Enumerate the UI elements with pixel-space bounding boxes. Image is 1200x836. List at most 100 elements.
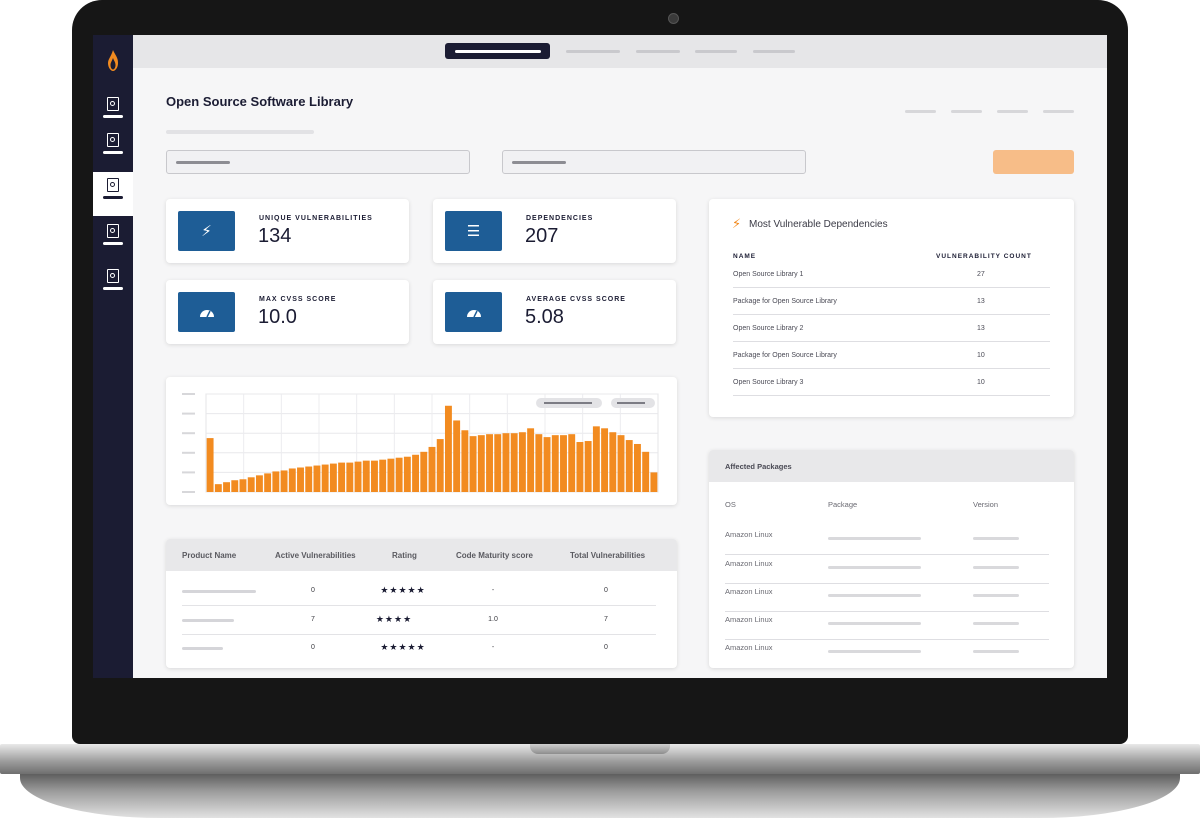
product-name-placeholder	[182, 590, 256, 593]
tab-2[interactable]	[566, 50, 620, 53]
list-item[interactable]: Package for Open Source Library 10	[733, 342, 1050, 369]
table-row[interactable]: Amazon Linux	[725, 611, 1049, 640]
document-search-icon	[107, 97, 119, 111]
column-header: VULNERABILITY COUNT	[936, 253, 1032, 260]
chart-bar	[584, 441, 592, 492]
vulnerability-chart-card	[166, 377, 677, 505]
stat-card-dependencies: ☰ DEPENDENCIES 207	[433, 199, 676, 263]
list-item[interactable]: Open Source Library 3 10	[733, 369, 1050, 396]
sidebar-item-3[interactable]	[93, 172, 133, 216]
column-header: Package	[828, 500, 858, 509]
sidebar-item-4[interactable]	[93, 218, 133, 262]
y-tick	[182, 393, 195, 395]
tab-3[interactable]	[636, 50, 680, 53]
chart-bar	[560, 435, 567, 492]
stat-label: AVERAGE CVSS SCORE	[526, 296, 626, 303]
chart-bar	[420, 451, 428, 492]
chart-bar	[313, 465, 321, 492]
package-placeholder	[828, 594, 921, 597]
stat-card-max-cvss: MAX CVSS SCORE 10.0	[166, 280, 409, 344]
affected-packages-card: Affected Packages OS Package Version Ama…	[709, 450, 1074, 668]
column-header: OS	[725, 500, 736, 509]
os-name: Amazon Linux	[725, 530, 773, 539]
dependency-name: Open Source Library 2	[733, 325, 804, 332]
chart-bar	[247, 477, 255, 492]
chart-bar	[609, 432, 617, 492]
package-placeholder	[828, 566, 921, 569]
sidebar-item-2[interactable]	[93, 127, 133, 171]
list-item[interactable]: Package for Open Source Library 13	[733, 288, 1050, 315]
column-header[interactable]: Active Vulnerabilities	[275, 551, 356, 560]
page-title: Open Source Software Library	[166, 94, 354, 109]
card-title: Affected Packages	[725, 462, 792, 471]
filter-input-2[interactable]	[502, 150, 806, 174]
column-header[interactable]: Code Maturity score	[456, 551, 533, 560]
header-link-2[interactable]	[951, 110, 982, 113]
card-title: Most Vulnerable Dependencies	[749, 219, 888, 230]
chart-bar	[568, 434, 576, 492]
sidebar	[93, 35, 133, 678]
column-header[interactable]: Rating	[392, 551, 417, 560]
y-tick	[182, 432, 195, 435]
gauge-icon	[445, 292, 502, 332]
table-row[interactable]: 0 ★★★★★ - 0	[182, 577, 656, 606]
rating-stars: ★★★★★	[380, 585, 426, 595]
chart-bar	[403, 456, 411, 492]
app-screen: Open Source Software Library ⚡︎ UNIQUE V…	[93, 35, 1107, 678]
stat-value: 5.08	[525, 306, 564, 328]
chart-bar	[527, 428, 535, 492]
os-name: Amazon Linux	[725, 643, 773, 652]
chart-bar	[502, 433, 510, 492]
tab-4[interactable]	[695, 50, 737, 53]
package-placeholder	[828, 622, 921, 625]
chart-bar	[371, 460, 378, 492]
chart-bar	[617, 435, 625, 492]
chart-bar	[297, 467, 304, 492]
dependency-name: Package for Open Source Library	[733, 298, 837, 305]
laptop-base-bottom	[20, 774, 1180, 818]
chart-bar	[223, 482, 230, 492]
lightning-icon: ⚡︎	[178, 211, 235, 251]
tab-5[interactable]	[753, 50, 795, 53]
header-link-3[interactable]	[997, 110, 1028, 113]
code-maturity: -	[491, 587, 495, 594]
table-row[interactable]: 0 ★★★★★ - 0	[182, 634, 656, 662]
chart-bar	[453, 420, 461, 492]
document-search-icon	[107, 178, 119, 192]
column-header[interactable]: Product Name	[182, 551, 237, 560]
table-row[interactable]: Amazon Linux	[725, 583, 1049, 612]
chart-bar	[444, 405, 452, 492]
table-row[interactable]: 7 ★★★★ 1.0 7	[182, 606, 656, 635]
table-row[interactable]: Amazon Linux	[725, 555, 1049, 584]
sidebar-item-5[interactable]	[93, 263, 133, 307]
camera-icon	[668, 13, 679, 24]
tab-active[interactable]	[445, 43, 550, 59]
chart-bar	[354, 461, 362, 492]
header-link-4[interactable]	[1043, 110, 1074, 113]
column-header: NAME	[733, 253, 757, 260]
total-vulnerabilities: 0	[604, 587, 608, 594]
product-name-placeholder	[182, 647, 223, 650]
column-header[interactable]: Total Vulnerabilities	[570, 551, 646, 560]
list-icon: ☰	[445, 211, 502, 251]
list-item[interactable]: Open Source Library 1 27	[733, 261, 1050, 288]
table-row[interactable]: Amazon Linux	[725, 526, 1049, 555]
rating-stars: ★★★★	[375, 614, 413, 624]
header-link-1[interactable]	[905, 110, 936, 113]
document-search-icon	[107, 269, 119, 283]
active-vulnerabilities: 7	[311, 616, 315, 623]
sidebar-item-1[interactable]	[93, 91, 133, 135]
table-row[interactable]: Amazon Linux	[725, 639, 1049, 667]
chart-bar	[543, 437, 551, 492]
chart-bar	[272, 471, 280, 492]
chart-bar	[264, 473, 272, 492]
vulnerability-count: 27	[977, 271, 985, 278]
rating-stars: ★★★★★	[380, 642, 426, 652]
y-tick	[182, 412, 195, 415]
vulnerability-bar-chart	[182, 393, 659, 493]
list-item[interactable]: Open Source Library 2 13	[733, 315, 1050, 342]
filter-input-1[interactable]	[166, 150, 470, 174]
action-button[interactable]	[993, 150, 1074, 174]
chart-bar	[288, 468, 296, 492]
active-vulnerabilities: 0	[311, 587, 315, 594]
